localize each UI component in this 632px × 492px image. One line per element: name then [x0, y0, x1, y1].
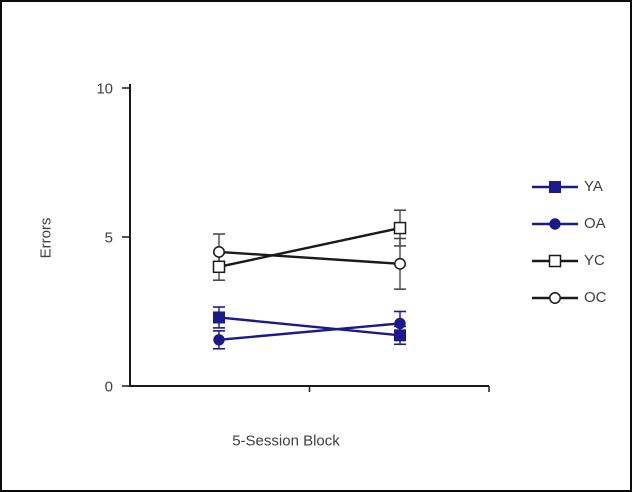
y-tick-label: 5 — [105, 230, 113, 247]
legend-item-oc: OC — [531, 279, 607, 316]
x-axis-title: 5-Session Block — [232, 432, 340, 450]
filled-square-marker — [549, 180, 561, 193]
legend-sample-oa-icon — [532, 217, 578, 230]
open-circle-marker — [549, 291, 561, 304]
filled-circle-marker — [213, 334, 225, 346]
series-line-oc — [218, 250, 401, 266]
open-square-marker — [212, 260, 226, 274]
open-circle-marker — [394, 257, 406, 270]
legend: YA OA YC OC — [531, 168, 607, 316]
y-tick-label: 10 — [96, 81, 113, 98]
open-circle-marker — [213, 245, 225, 258]
legend-sample-oc-icon — [532, 291, 578, 304]
filled-square-marker — [213, 311, 225, 324]
open-square-marker — [393, 221, 407, 235]
legend-label-ya: YA — [584, 178, 603, 195]
legend-item-oa: OA — [531, 205, 607, 242]
legend-label-yc: YC — [584, 252, 605, 269]
series-line-ya — [218, 316, 401, 337]
legend-sample-yc-icon — [532, 254, 578, 267]
filled-circle-marker — [394, 317, 406, 330]
filled-square-marker — [394, 329, 406, 342]
y-axis-title: Errors — [37, 217, 55, 259]
series-line-oa — [218, 322, 401, 342]
y-tick-label: 0 — [105, 379, 113, 396]
series-line-yc — [218, 226, 401, 268]
legend-item-yc: YC — [531, 242, 607, 279]
legend-sample-ya-icon — [532, 180, 578, 193]
legend-label-oc: OC — [584, 289, 607, 306]
filled-circle-marker — [549, 217, 561, 230]
open-square-marker — [548, 254, 562, 267]
legend-label-oa: OA — [584, 215, 606, 232]
legend-item-ya: YA — [531, 168, 607, 205]
